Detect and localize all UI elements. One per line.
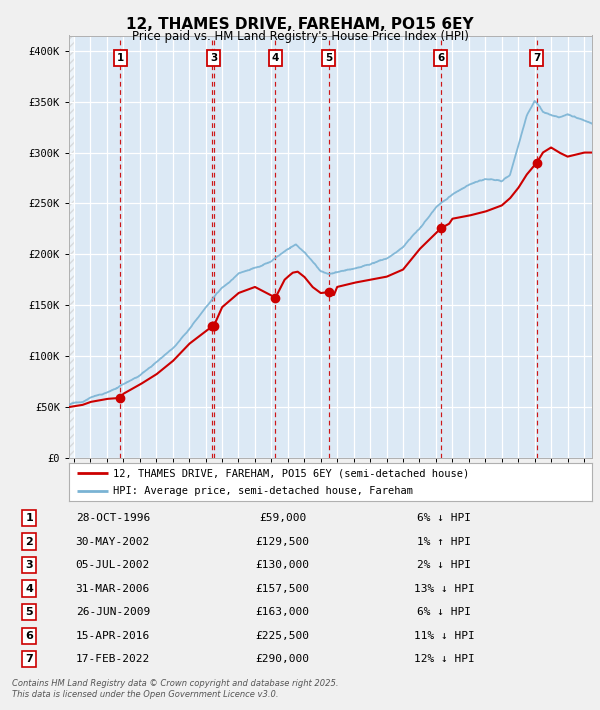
Text: 3: 3 (211, 53, 218, 63)
Text: This data is licensed under the Open Government Licence v3.0.: This data is licensed under the Open Gov… (12, 690, 278, 699)
Text: 6: 6 (437, 53, 444, 63)
Text: 13% ↓ HPI: 13% ↓ HPI (413, 584, 475, 594)
Text: 12, THAMES DRIVE, FAREHAM, PO15 6EY (semi-detached house): 12, THAMES DRIVE, FAREHAM, PO15 6EY (sem… (113, 468, 470, 478)
Text: HPI: Average price, semi-detached house, Fareham: HPI: Average price, semi-detached house,… (113, 486, 413, 496)
Text: 1: 1 (25, 513, 33, 523)
Text: 5: 5 (325, 53, 332, 63)
Text: 3: 3 (25, 560, 33, 570)
Text: 1: 1 (117, 53, 124, 63)
Text: 28-OCT-1996: 28-OCT-1996 (76, 513, 150, 523)
Text: 6: 6 (25, 630, 33, 640)
Text: 05-JUL-2002: 05-JUL-2002 (76, 560, 150, 570)
Text: £290,000: £290,000 (256, 654, 310, 664)
Text: 17-FEB-2022: 17-FEB-2022 (76, 654, 150, 664)
Text: 6% ↓ HPI: 6% ↓ HPI (417, 513, 471, 523)
Text: 7: 7 (533, 53, 541, 63)
Text: 7: 7 (25, 654, 33, 664)
Text: £157,500: £157,500 (256, 584, 310, 594)
Text: 30-MAY-2002: 30-MAY-2002 (76, 537, 150, 547)
Text: £129,500: £129,500 (256, 537, 310, 547)
Text: £59,000: £59,000 (259, 513, 307, 523)
Text: 12% ↓ HPI: 12% ↓ HPI (413, 654, 475, 664)
Text: 1% ↑ HPI: 1% ↑ HPI (417, 537, 471, 547)
Text: 4: 4 (272, 53, 279, 63)
Text: 15-APR-2016: 15-APR-2016 (76, 630, 150, 640)
Text: 4: 4 (25, 584, 33, 594)
Text: 11% ↓ HPI: 11% ↓ HPI (413, 630, 475, 640)
Text: 12, THAMES DRIVE, FAREHAM, PO15 6EY: 12, THAMES DRIVE, FAREHAM, PO15 6EY (126, 17, 474, 33)
Text: 5: 5 (25, 607, 33, 617)
Text: Contains HM Land Registry data © Crown copyright and database right 2025.: Contains HM Land Registry data © Crown c… (12, 679, 338, 687)
Text: 6% ↓ HPI: 6% ↓ HPI (417, 607, 471, 617)
Text: 26-JUN-2009: 26-JUN-2009 (76, 607, 150, 617)
Bar (69, 36, 74, 458)
Text: £163,000: £163,000 (256, 607, 310, 617)
Text: 2% ↓ HPI: 2% ↓ HPI (417, 560, 471, 570)
Text: £225,500: £225,500 (256, 630, 310, 640)
Text: £130,000: £130,000 (256, 560, 310, 570)
Text: 31-MAR-2006: 31-MAR-2006 (76, 584, 150, 594)
Text: 2: 2 (25, 537, 33, 547)
Text: Price paid vs. HM Land Registry's House Price Index (HPI): Price paid vs. HM Land Registry's House … (131, 31, 469, 43)
